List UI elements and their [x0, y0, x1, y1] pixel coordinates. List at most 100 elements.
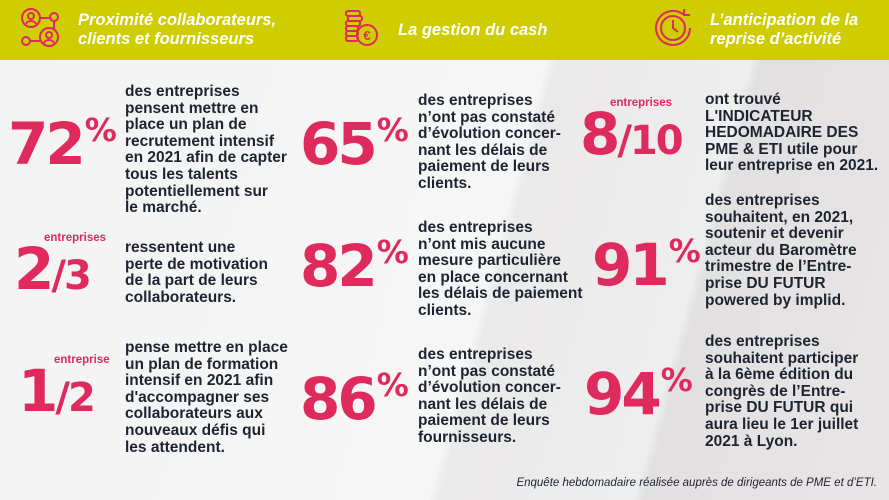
footer-note: Enquête hebdomadaire réalisée auprès de …: [516, 477, 877, 489]
description-line: les attendent.: [125, 438, 225, 456]
description-line: acteur du Baromètre: [705, 241, 857, 259]
description-line: collaborateurs aux: [125, 405, 263, 423]
stat-description: des entreprises n’ont pas constaté d’évolu…: [418, 92, 561, 193]
description-line: nouveaux défis qui: [125, 421, 266, 439]
stat-denominator: /3: [51, 253, 91, 299]
description-line: ressentent une: [125, 239, 236, 256]
description-line: un plan de formation: [125, 355, 279, 373]
stat-denominator: /10: [617, 118, 683, 164]
description-line: intensif en 2021 afin: [125, 372, 274, 390]
stat-value: 94: [584, 360, 662, 428]
stat-denominator: /2: [55, 375, 95, 421]
stat-description: des entreprises pensent mettre en place un…: [125, 83, 287, 217]
percent-sign: %: [376, 233, 409, 271]
description-line: souhaitent, en 2021,: [705, 208, 854, 226]
description-line: aura lieu le 1er juillet: [705, 415, 859, 433]
description-line: nant les délais de: [418, 141, 548, 159]
stat-figure: entreprises 2/3: [14, 232, 106, 299]
stat-figure: 82%: [300, 233, 409, 295]
header-title-line: clients et fournisseurs: [78, 30, 255, 48]
stat-value: 65: [300, 110, 378, 178]
description-line: L'INDICATEUR: [705, 107, 813, 125]
description-line: de la part de leurs: [125, 272, 258, 290]
stat-unit-label: entreprises: [610, 97, 673, 109]
percent-sign: %: [376, 111, 409, 149]
description-line: trimestre de l’Entre-: [705, 258, 852, 276]
description-line: les délais de paiement: [418, 285, 583, 303]
stat-value: 86: [300, 365, 378, 433]
description-line: n’ont pas constaté: [418, 108, 555, 126]
description-line: en place concernant: [418, 268, 568, 286]
stat-value: 82: [300, 232, 378, 300]
description-line: recrutement intensif: [125, 132, 275, 150]
description-line: des entreprises: [705, 192, 820, 209]
description-line: HEDOMADAIRE DES: [705, 124, 859, 142]
description-line: souhaitent participer: [705, 349, 859, 367]
stat-description: des entreprises souhaitent participer à la…: [705, 333, 859, 450]
description-line: collaborateurs.: [125, 288, 237, 306]
description-line: des entreprises: [418, 346, 533, 363]
stat-figure: 94%: [584, 361, 693, 423]
header-title-line: Proximité collaborateurs,: [78, 11, 277, 29]
description-line: tous les talents: [125, 165, 238, 183]
description-line: pensent mettre en: [125, 99, 259, 117]
description-line: mesure particulière: [418, 252, 562, 270]
description-line: powered by implid.: [705, 291, 846, 309]
header-title-line: L’anticipation de la: [710, 11, 859, 29]
description-line: d’évolution concer-: [418, 379, 561, 397]
description-line: ont trouvé: [705, 91, 781, 108]
header-band: Proximité collaborateurs, clients et four…: [0, 0, 889, 60]
percent-sign: %: [376, 366, 409, 404]
header-title: Proximité collaborateurs, clients et four…: [78, 11, 276, 49]
stat-description: des entreprises n’ont pas constaté d’évolu…: [418, 346, 561, 447]
description-line: en 2021 afin de capter: [125, 149, 287, 167]
coins-euro-icon: €: [338, 5, 384, 56]
description-line: pense mettre en place: [125, 339, 288, 356]
stat-description: des entreprises n’ont mis aucune mesure pa…: [418, 219, 583, 320]
stat-unit-label: entreprise: [54, 354, 110, 366]
description-line: des entreprises: [705, 333, 820, 350]
stat-description: pense mettre en place un plan de formatio…: [125, 339, 288, 456]
header-item-3: L’anticipation de la reprise d’activité: [650, 0, 858, 60]
stat-value: 1: [18, 357, 58, 425]
header-title: La gestion du cash: [398, 21, 547, 40]
stat-description: ressentent une perte de motivation de la p…: [125, 239, 268, 306]
percent-sign: %: [668, 232, 701, 270]
description-line: n’ont mis aucune: [418, 235, 546, 253]
description-line: clients.: [418, 301, 472, 319]
header-title-line: La gestion du cash: [398, 20, 548, 39]
description-line: paiement de leurs: [418, 158, 550, 176]
clock-refresh-icon: [650, 5, 696, 56]
description-line: prise DU FUTUR: [705, 274, 826, 292]
description-line: à la 6ème édition du: [705, 366, 854, 384]
svg-text:€: €: [363, 28, 370, 43]
description-line: n’ont pas constaté: [418, 362, 555, 380]
stat-value: 8: [580, 100, 620, 168]
stat-description: des entreprises souhaitent, en 2021, soute…: [705, 192, 857, 309]
description-line: paiement de leurs: [418, 412, 550, 430]
stat-figure: 91%: [592, 232, 701, 294]
description-line: prise DU FUTUR qui: [705, 399, 854, 417]
description-line: potentiellement sur: [125, 182, 268, 200]
description-line: des entreprises: [418, 219, 533, 236]
percent-sign: %: [660, 361, 693, 399]
network-people-icon: [18, 5, 64, 56]
description-line: PME & ETI utile pour: [705, 140, 858, 158]
percent-sign: %: [84, 111, 117, 149]
stat-unit-label: entreprises: [44, 232, 107, 244]
description-line: d’évolution concer-: [418, 125, 561, 143]
header-item-1: Proximité collaborateurs, clients et four…: [18, 0, 276, 60]
description-line: des entreprises: [418, 92, 533, 109]
description-line: d'accompagner ses: [125, 388, 270, 406]
stat-figure: entreprises 8/10: [580, 97, 684, 164]
stat-value: 72: [8, 110, 86, 178]
description-line: le marché.: [125, 199, 202, 217]
description-line: soutenir et devenir: [705, 225, 844, 243]
description-line: des entreprises: [125, 83, 240, 100]
stat-figure: 86%: [300, 366, 409, 428]
description-line: 2021 à Lyon.: [705, 432, 798, 450]
description-line: place un plan de: [125, 116, 247, 134]
stat-value: 91: [592, 231, 670, 299]
description-line: perte de motivation: [125, 255, 268, 273]
